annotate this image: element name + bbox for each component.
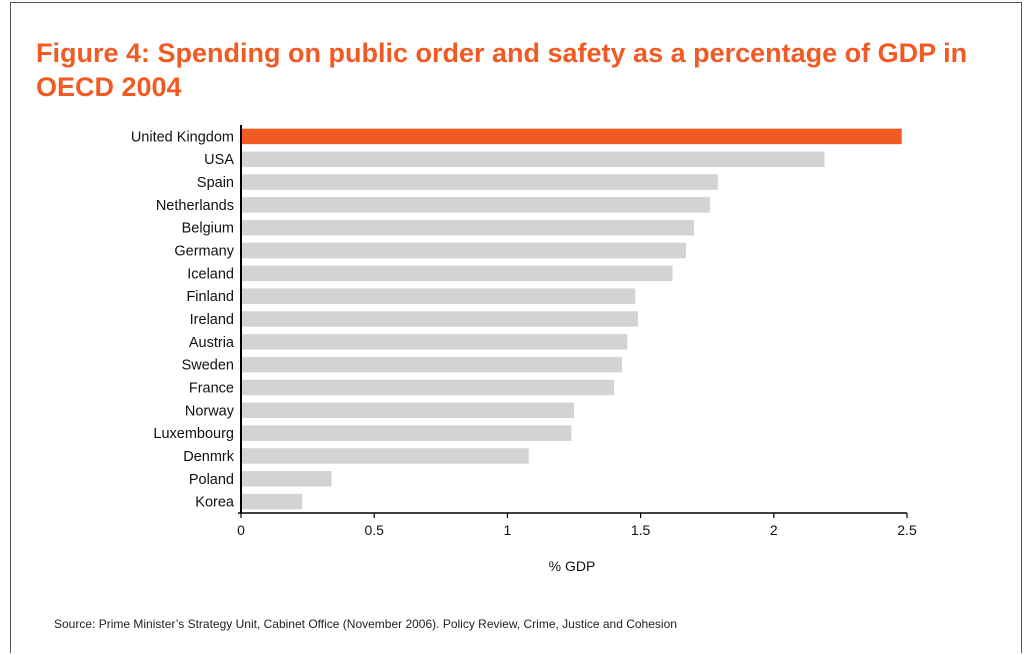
x-axis-title: % GDP — [549, 558, 596, 574]
x-axis-ticks: 0 0.5 1 1.5 2 2.5 — [237, 513, 917, 538]
category-label: Poland — [189, 472, 234, 488]
bar-poland — [241, 471, 332, 487]
bar-luxembourg — [241, 425, 572, 441]
bar-netherlands — [241, 197, 710, 213]
category-label: France — [189, 380, 234, 396]
x-tick-label: 2.5 — [897, 522, 917, 538]
category-label: Luxembourg — [153, 426, 234, 442]
category-label: USA — [204, 152, 234, 168]
category-label: Austria — [189, 335, 235, 351]
category-label: Spain — [197, 175, 234, 191]
category-label: Norway — [185, 403, 235, 419]
category-label: Ireland — [190, 312, 234, 328]
x-tick-label: 1.5 — [631, 522, 651, 538]
bar-korea — [241, 493, 303, 510]
bar-denmrk — [241, 448, 529, 464]
x-tick-label: 2 — [770, 522, 778, 538]
bars-group — [241, 128, 902, 510]
bar-austria — [241, 334, 628, 350]
x-tick-label: 1 — [504, 522, 512, 538]
bar-norway — [241, 402, 574, 419]
bar-france — [241, 379, 614, 396]
bar-ireland — [241, 311, 638, 327]
x-tick-label: 0 — [237, 522, 245, 538]
chart-title: Figure 4: Spending on public order and s… — [36, 38, 968, 102]
bar-iceland — [241, 265, 673, 282]
bar-usa — [241, 151, 825, 167]
category-label: Finland — [186, 289, 234, 305]
category-label: Sweden — [182, 358, 234, 374]
x-tick-label: 0.5 — [364, 522, 384, 538]
bar-sweden — [241, 356, 622, 373]
category-label: Korea — [195, 495, 235, 511]
category-label: Iceland — [187, 266, 234, 282]
source-note: Source: Prime Minister’s Strategy Unit, … — [54, 617, 677, 631]
category-label: Germany — [174, 244, 234, 260]
bar-finland — [241, 288, 636, 304]
category-label: Denmrk — [183, 449, 235, 465]
bar-united-kingdom — [241, 128, 902, 145]
category-labels: United Kingdom USA Spain Netherlands Belgium… — [131, 129, 235, 510]
bar-belgium — [241, 219, 694, 236]
chart-frame — [10, 2, 1022, 653]
bar-spain — [241, 174, 718, 190]
category-label: Netherlands — [156, 198, 234, 214]
category-label: United Kingdom — [131, 129, 234, 145]
bar-chart: United Kingdom USA Spain Netherlands Belgium… — [131, 125, 917, 574]
bar-germany — [241, 242, 686, 259]
category-label: Belgium — [182, 221, 234, 237]
